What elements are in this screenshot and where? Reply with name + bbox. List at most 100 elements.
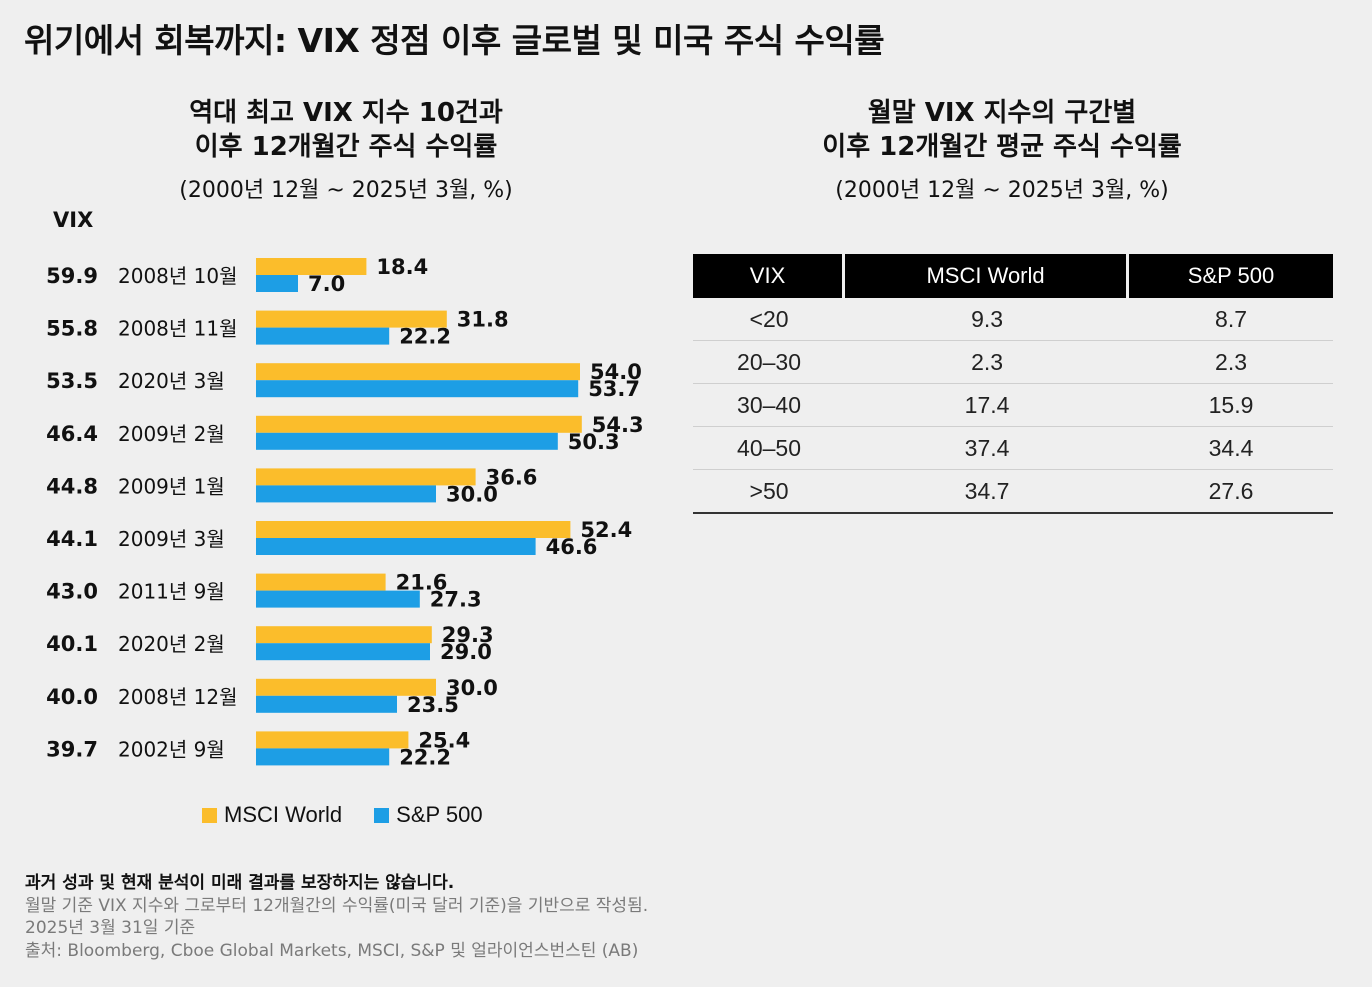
data-label-msci-world: 30.0 — [446, 676, 498, 700]
bar-chart-title: 역대 최고 VIX 지수 10건과 이후 12개월간 주식 수익률 — [96, 96, 596, 164]
bar-sp500 — [256, 485, 436, 503]
bar-msci-world — [256, 678, 436, 696]
legend-item-sp500: S&P 500 — [374, 802, 483, 828]
data-label-sp500: 53.7 — [588, 377, 640, 401]
bar-chart-subtitle: (2000년 12월 ~ 2025년 3월, %) — [179, 178, 513, 203]
data-label-sp500: 7.0 — [308, 272, 345, 296]
table-header-vix: VIX — [693, 254, 846, 298]
bar-chart-title-line2: 이후 12개월간 주식 수익률 — [194, 132, 498, 162]
bar-msci-world — [256, 521, 571, 538]
table-row: <20 9.3 8.7 — [693, 298, 1333, 341]
table-cell-vix-range: >50 — [693, 470, 846, 514]
data-label-sp500: 27.3 — [430, 588, 482, 612]
table-cell-sp500: 15.9 — [1129, 384, 1333, 427]
bar-msci-world — [256, 573, 386, 591]
data-label-msci-world: 36.6 — [486, 465, 538, 489]
table-row: 30–40 17.4 15.9 — [693, 384, 1333, 427]
data-label-sp500: 22.2 — [399, 745, 451, 769]
bar-msci-world — [256, 415, 582, 433]
vix-value-label: 39.7 — [46, 737, 98, 761]
table-subtitle: (2000년 12월 ~ 2025년 3월, %) — [835, 178, 1169, 203]
table-row: 20–30 2.3 2.3 — [693, 341, 1333, 384]
bar-sp500 — [256, 695, 397, 713]
data-label-sp500: 30.0 — [446, 482, 498, 506]
vix-value-label: 44.1 — [46, 527, 98, 551]
bar-chart: 59.9 2008년 10월 18.47.055.8 2008년 11월 31.822.… — [46, 255, 644, 769]
data-label-sp500: 23.5 — [407, 693, 459, 717]
category-label: 2020년 2월 — [118, 632, 225, 656]
table-title: 월말 VIX 지수의 구간별 이후 12개월간 평균 주식 수익률 — [752, 96, 1252, 164]
footer-disclaimer: 과거 성과 및 현재 분석이 미래 결과를 보장하지는 않습니다. — [25, 873, 455, 893]
table-cell-vix-range: <20 — [693, 298, 846, 341]
category-label: 2009년 1월 — [118, 474, 225, 498]
bar-sp500 — [256, 327, 390, 345]
table-title-line1: 월말 VIX 지수의 구간별 — [867, 98, 1137, 128]
vix-value-label: 46.4 — [46, 422, 98, 446]
table-cell-vix-range: 30–40 — [693, 384, 846, 427]
bar-msci-world — [256, 731, 409, 749]
bar-sp500 — [256, 432, 558, 450]
data-label-msci-world: 52.4 — [580, 518, 632, 542]
category-label: 2008년 10월 — [118, 264, 238, 288]
vix-value-label: 40.0 — [46, 685, 98, 709]
table-cell-vix-range: 20–30 — [693, 341, 846, 384]
page-title: 위기에서 회복까지: VIX 정점 이후 글로벌 및 미국 주식 수익률 — [24, 21, 885, 60]
vix-value-label: 55.8 — [46, 317, 98, 341]
table-cell-vix-range: 40–50 — [693, 427, 846, 470]
bar-chart-title-line1: 역대 최고 VIX 지수 10건과 — [189, 98, 503, 128]
table-row: >50 34.7 27.6 — [693, 470, 1333, 514]
table-cell-msci-world: 34.7 — [845, 470, 1130, 514]
chart-legend: MSCI World S&P 500 — [202, 802, 483, 828]
data-label-sp500: 29.0 — [440, 640, 492, 664]
category-label: 2008년 11월 — [118, 317, 238, 341]
data-label-msci-world: 29.3 — [442, 623, 494, 647]
category-label: 2009년 3월 — [118, 527, 225, 551]
table-cell-sp500: 34.4 — [1129, 427, 1333, 470]
category-label: 2008년 12월 — [118, 685, 238, 709]
footer-note-date: 2025년 3월 31일 기준 — [25, 918, 196, 938]
table-cell-sp500: 27.6 — [1129, 470, 1333, 514]
data-label-sp500: 50.3 — [568, 430, 620, 454]
data-label-msci-world: 54.3 — [592, 413, 644, 437]
bar-sp500 — [256, 275, 298, 292]
table-header-row: VIX MSCI World S&P 500 — [693, 254, 1333, 298]
table-cell-msci-world: 9.3 — [845, 298, 1130, 341]
vix-value-label: 59.9 — [46, 264, 98, 288]
vix-column-header: VIX — [53, 208, 94, 232]
footer-source: 출처: Bloomberg, Cboe Global Markets, MSCI… — [25, 940, 639, 961]
legend-item-msci-world: MSCI World — [202, 802, 342, 828]
bar-msci-world — [256, 310, 447, 328]
bar-sp500 — [256, 748, 390, 766]
footer-note-methodology: 월말 기준 VIX 지수와 그로부터 12개월간의 수익률(미국 달러 기준)을… — [25, 895, 649, 916]
table-cell-sp500: 8.7 — [1129, 298, 1333, 341]
bar-msci-world — [256, 258, 367, 275]
data-label-msci-world: 31.8 — [457, 308, 509, 332]
data-label-msci-world: 54.0 — [590, 360, 642, 384]
footer: 과거 성과 및 현재 분석이 미래 결과를 보장하지는 않습니다. 월말 기준 … — [25, 872, 648, 962]
table-title-line2: 이후 12개월간 평균 주식 수익률 — [822, 132, 1182, 162]
data-label-msci-world: 21.6 — [396, 571, 448, 595]
vix-range-returns-table: VIX MSCI World S&P 500 <20 9.3 8.7 20–30… — [693, 254, 1333, 514]
legend-swatch-msci-world — [202, 807, 217, 823]
legend-swatch-sp500 — [374, 807, 390, 823]
category-label: 2002년 9월 — [118, 737, 225, 761]
category-label: 2009년 2월 — [118, 422, 225, 446]
legend-label-msci-world: MSCI World — [224, 802, 343, 827]
vix-value-label: 43.0 — [46, 580, 98, 604]
bar-sp500 — [256, 590, 420, 608]
category-label: 2011년 9월 — [118, 580, 225, 604]
bar-msci-world — [256, 468, 476, 486]
bar-msci-world — [256, 626, 432, 644]
vix-value-label: 40.1 — [46, 632, 98, 656]
table-cell-sp500: 2.3 — [1129, 341, 1333, 384]
legend-label-sp500: S&P 500 — [396, 802, 483, 827]
vix-value-label: 53.5 — [46, 369, 98, 393]
data-label-sp500: 22.2 — [399, 325, 451, 349]
table-cell-msci-world: 17.4 — [845, 384, 1130, 427]
bar-msci-world — [256, 363, 580, 381]
data-label-sp500: 46.6 — [546, 535, 598, 559]
bar-sp500 — [256, 643, 430, 661]
bar-sp500 — [256, 380, 579, 398]
table-row: 40–50 37.4 34.4 — [693, 427, 1333, 470]
bar-sp500 — [256, 538, 536, 555]
